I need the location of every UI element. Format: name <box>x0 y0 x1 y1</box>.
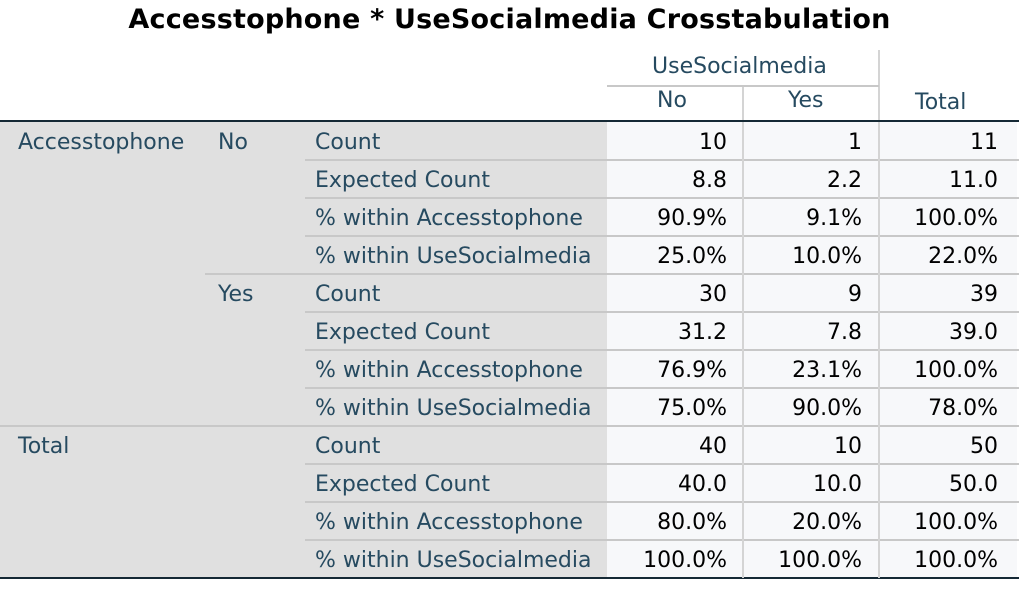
group-label-no: No <box>218 130 248 155</box>
table-cell: 7.8 <box>827 320 862 345</box>
row-divider <box>305 197 1019 199</box>
group-label-yes: Yes <box>218 282 254 307</box>
column-header-total: Total <box>915 90 967 115</box>
table-bottom-border <box>0 577 1019 579</box>
table-cell: 75.0% <box>657 396 727 421</box>
table-cell: 100.0% <box>643 548 727 573</box>
table-top-border <box>0 120 1019 122</box>
table-cell: 8.8 <box>692 168 727 193</box>
table-cell: 50.0 <box>949 472 998 497</box>
row-variable-label: Accesstophone <box>18 130 185 155</box>
table-cell: 100.0% <box>914 548 998 573</box>
statistic-label: Expected Count <box>315 320 490 345</box>
row-divider <box>205 273 1019 275</box>
column-header-yes: Yes <box>788 88 824 113</box>
table-cell: 40.0 <box>678 472 727 497</box>
table-cell: 20.0% <box>792 510 862 535</box>
table-cell: 11 <box>970 130 998 155</box>
row-divider <box>305 539 1019 541</box>
table-cell: 10 <box>699 130 727 155</box>
row-divider <box>305 159 1019 161</box>
column-divider <box>742 122 744 578</box>
table-title: Accesstophone * UseSocialmedia Crosstabu… <box>128 4 891 35</box>
table-cell: 11.0 <box>949 168 998 193</box>
statistic-label: % within Accesstophone <box>315 206 583 231</box>
table-cell: 25.0% <box>657 244 727 269</box>
header-divider-total <box>878 50 880 122</box>
table-cell: 78.0% <box>928 396 998 421</box>
table-cell: 1 <box>848 130 862 155</box>
column-divider <box>878 122 880 578</box>
table-cell: 76.9% <box>657 358 727 383</box>
total-label: Total <box>18 434 70 459</box>
table-cell: 80.0% <box>657 510 727 535</box>
row-divider <box>305 463 1019 465</box>
table-cell: 10 <box>834 434 862 459</box>
table-cell: 31.2 <box>678 320 727 345</box>
statistic-label: % within UseSocialmedia <box>315 396 592 421</box>
table-cell: 100.0% <box>914 510 998 535</box>
row-divider <box>305 501 1019 503</box>
table-cell: 40 <box>699 434 727 459</box>
column-header-no: No <box>657 88 687 113</box>
row-divider <box>305 349 1019 351</box>
table-cell: 39.0 <box>949 320 998 345</box>
table-cell: 100.0% <box>914 206 998 231</box>
statistic-label: % within UseSocialmedia <box>315 548 592 573</box>
table-cell: 10.0% <box>792 244 862 269</box>
table-cell: 39 <box>970 282 998 307</box>
statistic-label: % within UseSocialmedia <box>315 244 592 269</box>
row-divider <box>0 425 1019 427</box>
header-group-underline <box>607 85 879 87</box>
table-cell: 2.2 <box>827 168 862 193</box>
table-cell: 100.0% <box>914 358 998 383</box>
column-group-header: UseSocialmedia <box>652 54 827 79</box>
table-cell: 90.9% <box>657 206 727 231</box>
row-divider <box>305 235 1019 237</box>
statistic-label: % within Accesstophone <box>315 510 583 535</box>
statistic-label: Count <box>315 434 381 459</box>
table-cell: 90.0% <box>792 396 862 421</box>
table-cell: 100.0% <box>778 548 862 573</box>
statistic-label: Expected Count <box>315 168 490 193</box>
table-cell: 22.0% <box>928 244 998 269</box>
statistic-label: Count <box>315 130 381 155</box>
row-divider <box>305 387 1019 389</box>
table-cell: 30 <box>699 282 727 307</box>
statistic-label: Expected Count <box>315 472 490 497</box>
statistic-label: Count <box>315 282 381 307</box>
table-cell: 23.1% <box>792 358 862 383</box>
table-cell: 9 <box>848 282 862 307</box>
table-cell: 9.1% <box>806 206 862 231</box>
table-cell: 50 <box>970 434 998 459</box>
statistic-label: % within Accesstophone <box>315 358 583 383</box>
header-divider-yes <box>742 86 744 122</box>
row-divider <box>305 311 1019 313</box>
table-cell: 10.0 <box>813 472 862 497</box>
